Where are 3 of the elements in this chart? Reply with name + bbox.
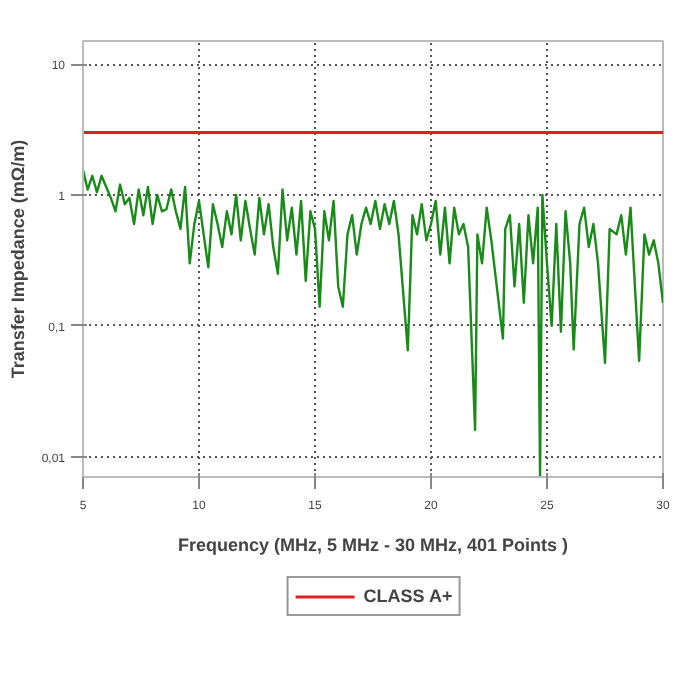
- x-axis-title: Frequency (MHz, 5 MHz - 30 MHz, 401 Points ): [177, 535, 569, 555]
- legend-label: CLASS A+: [363, 584, 453, 608]
- y-axis-title: Transfer Impedance (mΩ/m): [7, 139, 28, 379]
